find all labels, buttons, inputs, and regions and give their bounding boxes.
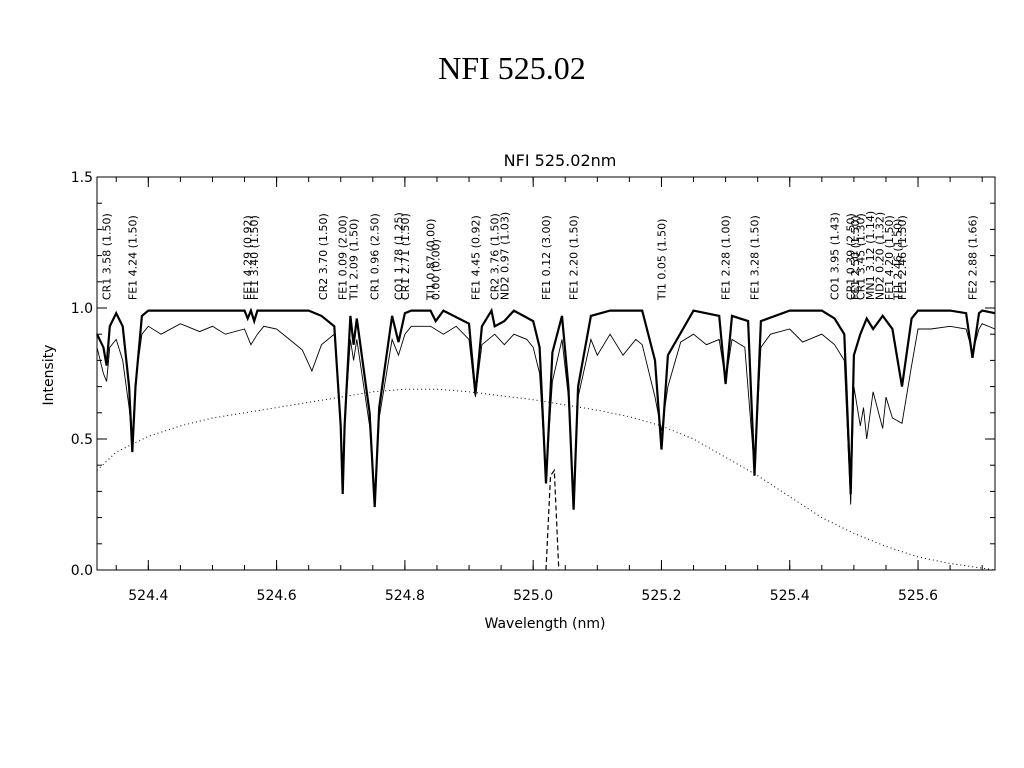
- spectrum-thin-line: [96, 323, 996, 505]
- x-tick-label: 524.8: [385, 588, 425, 604]
- line-id-label: FE1 0.09 (2.00): [337, 215, 350, 300]
- line-id-label: CR2 3.76 (1.50): [489, 213, 502, 300]
- line-id-label: FE1 3.28 (1.50): [749, 215, 762, 300]
- line-id-label: TI1 0.05 (1.50): [656, 219, 669, 302]
- line-id-label: ND2 0.20 (1.32): [874, 212, 887, 300]
- line-id-label: FE1 3.40 (1.50): [248, 215, 261, 300]
- y-tick-label: 1.0: [71, 301, 93, 317]
- line-id-label: FE1 4.24 (1.50): [126, 215, 139, 300]
- spectrum-thick-line: [96, 307, 996, 510]
- line-id-label: FE1 2.28 (1.00): [720, 215, 733, 300]
- line-id-label: TI1 0.87 (0.00): [425, 219, 438, 302]
- line-id-label: FE1 2.20 (1.50): [568, 215, 581, 300]
- y-tick-label: 0.5: [71, 432, 93, 448]
- x-tick-label: 525.2: [641, 588, 681, 604]
- line-id-label: CR1 0.96 (2.50): [369, 213, 382, 300]
- line-id-label: FE2 2.88 (1.66): [967, 215, 980, 300]
- line-id-label: FE1 2.46 (1.50): [896, 215, 909, 300]
- plot-area: 524.4 524.6 524.8 525.0 525.2 525.4 525.6 0.0 0.…: [71, 170, 996, 604]
- line-id-label: CR1 2.71 (1.50): [399, 213, 412, 300]
- line-id-label: ND2 0.97 (1.03): [498, 212, 511, 300]
- line-id-label: FE1 0.12 (3.00): [540, 215, 553, 300]
- x-tick-label: 525.6: [898, 588, 938, 604]
- filter-profile-line: [96, 388, 996, 571]
- slide-title: NFI 525.02: [438, 50, 586, 86]
- line-core-marker: [545, 468, 560, 571]
- line-id-label: FE1 4.29 (0.92): [242, 215, 255, 300]
- line-id-label: CR1 3.45 (1.30): [854, 213, 867, 300]
- line-id-label: MN1 3.12 (1.14): [864, 211, 877, 300]
- line-id-label: FE1 4.45 (0.92): [469, 215, 482, 300]
- line-id-label: CR2 3.70 (1.50): [317, 213, 330, 300]
- x-axis-label: Wavelength (nm): [485, 616, 606, 632]
- y-tick-label: 0.0: [71, 563, 93, 579]
- line-id-label: CO1 1.78 (1.25): [393, 212, 406, 300]
- line-id-label: TI1 2.46 (1.50): [892, 219, 905, 302]
- line-id-label: FE1 4.20 (1.50): [883, 215, 896, 300]
- line-id-label: CO1 3.95 (1.43): [829, 212, 842, 300]
- line-id-label: TI1 2.09 (1.50): [348, 219, 361, 302]
- line-id-label: CR1 0.39 (2.50): [845, 213, 858, 300]
- line-id-label: FE1 2.50 (1.50): [849, 215, 862, 300]
- x-tick-label: 524.4: [128, 588, 168, 604]
- line-id-label: CR1 3.58 (1.50): [101, 213, 114, 300]
- y-tick-label: 1.5: [71, 170, 93, 186]
- x-tick-label: 524.6: [257, 588, 297, 604]
- x-tick-label: 525.4: [770, 588, 810, 604]
- chart-title: NFI 525.02nm: [504, 151, 617, 170]
- line-id-label: 0.00 (0.00): [430, 239, 443, 300]
- x-tick-label: 525.0: [513, 588, 553, 604]
- y-axis-label: Intensity: [41, 345, 57, 406]
